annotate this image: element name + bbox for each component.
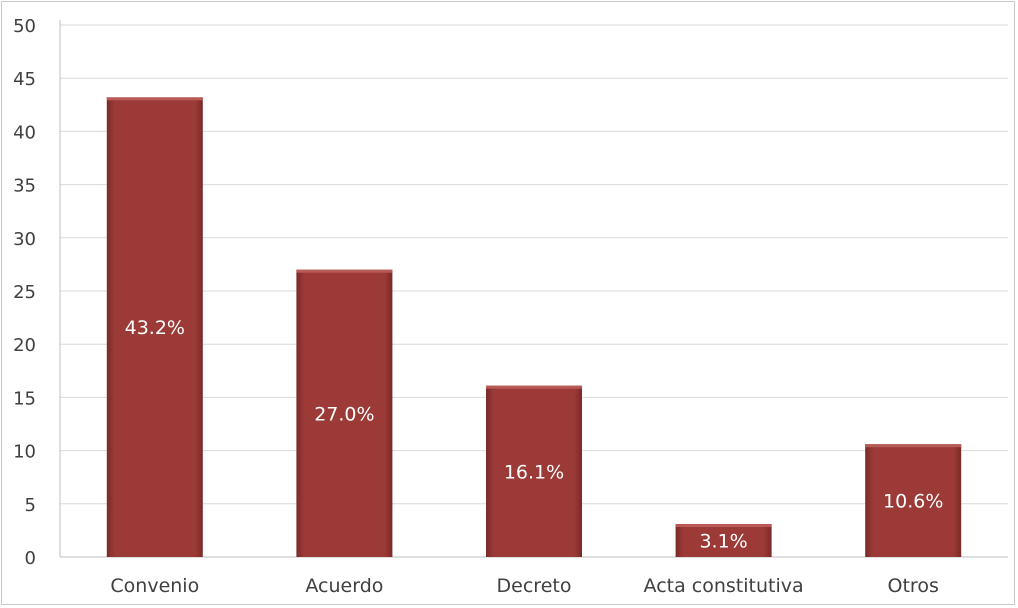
data-label: 3.1% (699, 531, 747, 553)
bar (675, 524, 772, 557)
bar (486, 385, 582, 557)
bar-acta-constitutiva (675, 524, 772, 557)
bar-convenio (106, 97, 203, 558)
data-label: 27.0% (314, 403, 374, 425)
x-category-label: Otros (888, 575, 939, 597)
x-category-label: Convenio (110, 575, 199, 597)
data-label: 43.2% (125, 317, 185, 339)
bar (296, 269, 393, 557)
bar-otros (865, 444, 962, 557)
bar-acuerdo (296, 269, 393, 557)
y-tick-label: 35 (13, 176, 36, 197)
bar-top-highlight (865, 444, 962, 448)
x-category-label: Acta constitutiva (644, 575, 804, 597)
bar-top-highlight (106, 97, 203, 101)
y-tick-label: 40 (13, 122, 36, 143)
y-tick-label: 30 (13, 229, 36, 250)
y-tick-label: 0 (25, 548, 36, 569)
bar-top-highlight (296, 269, 393, 273)
y-tick-label: 15 (13, 388, 36, 409)
data-label: 10.6% (883, 491, 943, 513)
data-label: 16.1% (504, 461, 564, 483)
y-tick-label: 25 (13, 282, 36, 303)
y-tick-label: 50 (13, 16, 36, 37)
x-category-label: Decreto (497, 575, 572, 597)
bar (865, 444, 962, 557)
x-category-label: Acuerdo (305, 575, 383, 597)
bar-top-highlight (675, 524, 772, 528)
bar-decreto (486, 385, 582, 557)
y-tick-label: 45 (13, 69, 36, 90)
bar-top-highlight (486, 385, 582, 389)
bar (106, 97, 203, 558)
y-tick-label: 10 (13, 442, 36, 463)
y-tick-label: 5 (25, 495, 36, 516)
y-tick-label: 20 (13, 335, 36, 356)
